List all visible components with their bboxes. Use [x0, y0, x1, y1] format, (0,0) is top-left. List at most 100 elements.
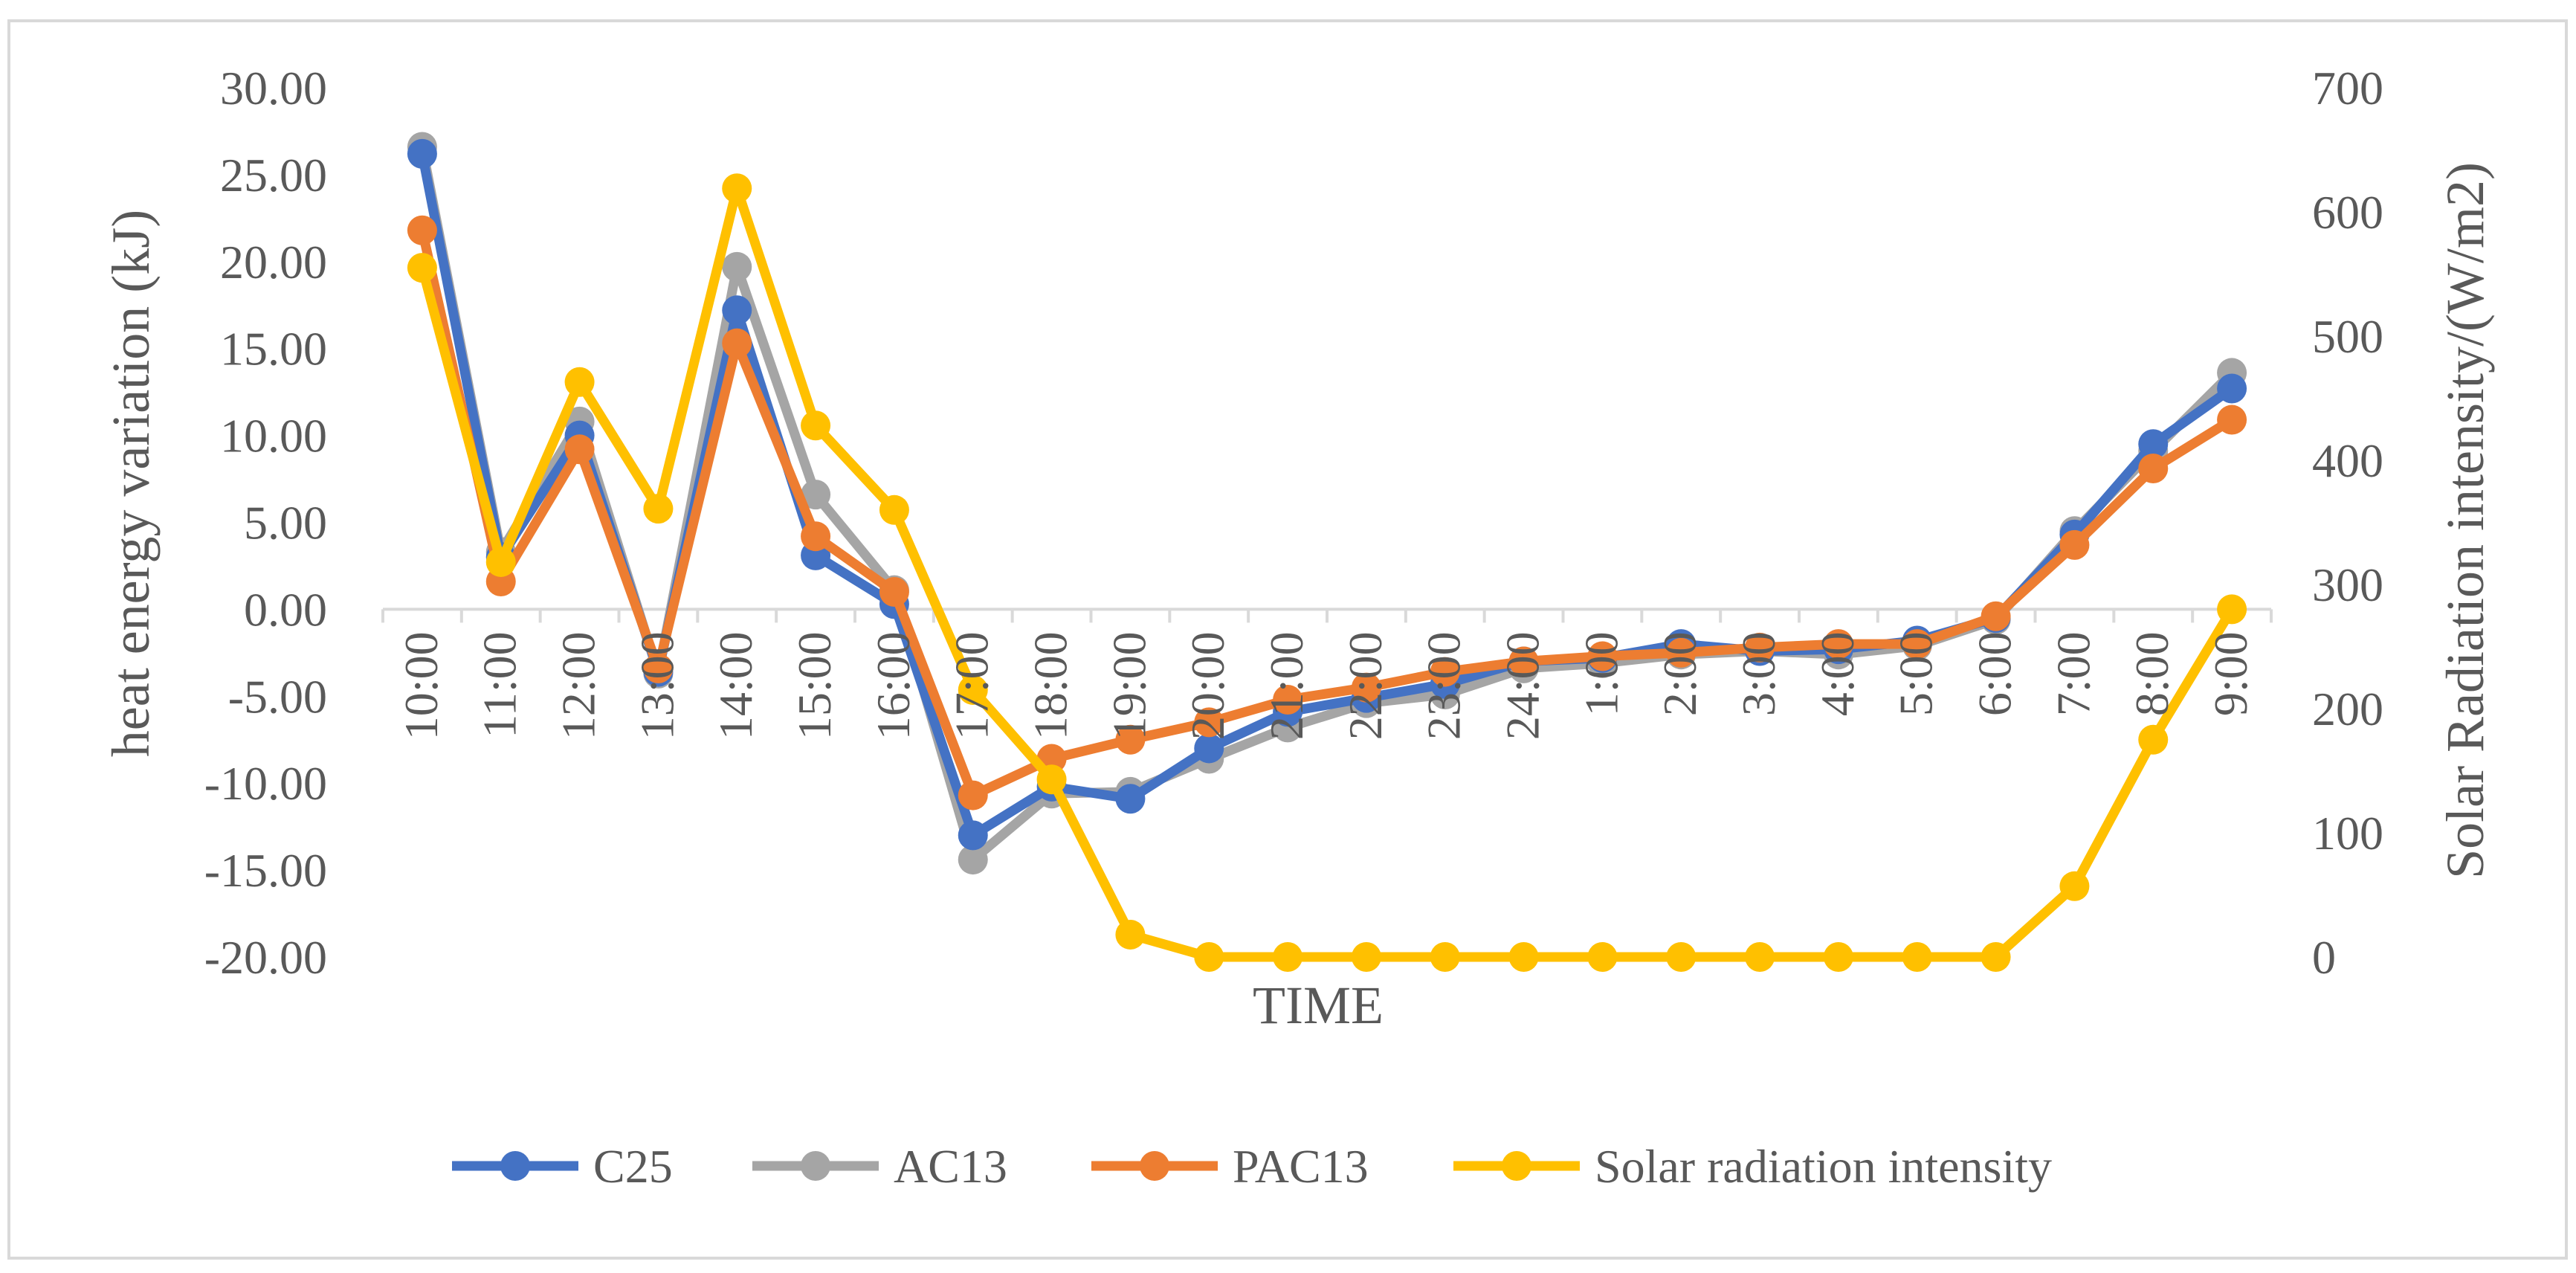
data-point-pac13 [407, 215, 437, 245]
data-point-ac13 [722, 251, 752, 282]
x-tick-label: 5:00 [1890, 631, 1943, 716]
data-point-solar-radiation-intensity [1194, 942, 1224, 972]
data-point-pac13 [1902, 629, 1932, 660]
legend-label: AC13 [894, 1140, 1007, 1193]
y-tick-label: 30.00 [220, 62, 327, 115]
data-point-solar-radiation-intensity [1430, 942, 1460, 972]
legend-item-pac13: PAC13 [1091, 1140, 1369, 1193]
data-point-solar-radiation-intensity [1745, 942, 1775, 972]
y2-tick-label: 300 [2312, 558, 2383, 611]
data-point-pac13 [1273, 684, 1303, 715]
y-tick-label: 0.00 [244, 583, 327, 636]
y-tick-label: -10.00 [204, 757, 327, 810]
y2-tick-label: 100 [2312, 807, 2383, 860]
x-tick-label: 12:00 [552, 631, 605, 740]
data-point-c25 [1194, 733, 1224, 764]
data-point-pac13 [2217, 405, 2247, 435]
data-point-solar-radiation-intensity [722, 173, 752, 204]
x-tick-label: 19:00 [1103, 631, 1155, 740]
data-point-pac13 [1508, 646, 1539, 677]
x-tick-labels: 10:00 11:00 12:00 13:00 14:00 15:00 16:00 17:00… [395, 631, 2257, 740]
data-point-pac13 [801, 521, 831, 552]
y-tick-label: -20.00 [204, 931, 327, 984]
data-point-solar-radiation-intensity [643, 494, 674, 524]
series-solar-radiation-intensity [407, 173, 2247, 972]
data-point-solar-radiation-intensity [564, 367, 595, 397]
legend-label: Solar radiation intensity [1595, 1140, 2052, 1193]
data-point-c25 [722, 295, 752, 326]
data-point-pac13 [2059, 529, 2090, 560]
data-point-solar-radiation-intensity [801, 410, 831, 441]
data-point-pac13 [879, 577, 909, 608]
y2-tick-label: 200 [2312, 683, 2383, 735]
y2-tick-label: 0 [2312, 931, 2336, 984]
x-axis-title: TIME [1253, 976, 1384, 1035]
x-tick-label: 24:00 [1497, 631, 1549, 740]
data-point-pac13 [1587, 641, 1618, 671]
y2-axis-title: Solar Radiation intensity/(W/m2) [2435, 162, 2495, 879]
data-point-solar-radiation-intensity [958, 674, 988, 705]
y2-tick-label: 600 [2312, 186, 2383, 239]
y-tick-label: 5.00 [244, 497, 327, 550]
series-pac13 [407, 215, 2247, 810]
y-tick-label: 25.00 [220, 149, 327, 202]
data-point-solar-radiation-intensity [1823, 942, 1853, 972]
y-tick-label: -5.00 [228, 670, 327, 723]
data-point-pac13 [1745, 632, 1775, 663]
y-tick-label: 10.00 [220, 410, 327, 463]
series-layer [407, 132, 2247, 972]
x-tick-label: 21:00 [1260, 631, 1313, 740]
data-point-pac13 [1115, 724, 1146, 755]
legend-marker [1502, 1151, 1531, 1181]
data-point-solar-radiation-intensity [1666, 942, 1697, 972]
data-point-pac13 [564, 434, 595, 465]
data-point-solar-radiation-intensity [1036, 764, 1067, 795]
x-tick-label: 8:00 [2125, 631, 2178, 716]
legend-item-c25: C25 [452, 1140, 673, 1193]
data-point-solar-radiation-intensity [485, 547, 516, 577]
legend: C25 AC13 PAC13 Solar radiation intensity [452, 1140, 2052, 1193]
x-tick-label: 20:00 [1181, 631, 1234, 740]
data-point-pac13 [2138, 454, 2169, 484]
y-tick-label: 15.00 [220, 323, 327, 376]
y2-tick-label: 400 [2312, 434, 2383, 487]
x-tick-label: 9:00 [2204, 631, 2257, 716]
y-tick-label: 20.00 [220, 236, 327, 289]
x-tick-label: 3:00 [1732, 631, 1785, 716]
legend-item-solar-radiation-intensity: Solar radiation intensity [1453, 1140, 2052, 1193]
data-point-ac13 [958, 845, 988, 875]
x-tick-label: 22:00 [1339, 631, 1392, 740]
data-point-solar-radiation-intensity [1587, 942, 1618, 972]
data-point-c25 [2217, 373, 2247, 404]
x-tick-label: 18:00 [1024, 631, 1077, 740]
data-point-solar-radiation-intensity [1508, 942, 1539, 972]
y2-tick-label: 700 [2312, 62, 2383, 115]
legend-item-ac13: AC13 [752, 1140, 1007, 1193]
legend-marker [1140, 1151, 1169, 1181]
data-point-solar-radiation-intensity [1273, 942, 1303, 972]
x-tick-label: 16:00 [867, 631, 920, 740]
x-tick-label: 6:00 [1969, 631, 2021, 716]
data-point-pac13 [643, 653, 674, 683]
data-point-pac13 [1351, 672, 1381, 703]
y-tick-label: -15.00 [204, 844, 327, 897]
data-point-c25 [407, 138, 437, 169]
data-point-c25 [958, 820, 988, 851]
data-point-ac13 [801, 480, 831, 510]
data-point-c25 [2138, 429, 2169, 460]
x-tick-label: 14:00 [709, 631, 762, 740]
x-tick-label: 7:00 [2047, 631, 2099, 716]
data-point-solar-radiation-intensity [1351, 942, 1381, 972]
data-point-pac13 [1823, 629, 1853, 660]
legend-label: C25 [593, 1140, 673, 1193]
data-point-solar-radiation-intensity [1981, 942, 2011, 972]
legend-label: PAC13 [1233, 1140, 1369, 1193]
x-tick-label: 23:00 [1418, 631, 1471, 740]
x-tick-label: 1:00 [1575, 631, 1627, 716]
data-point-pac13 [1666, 637, 1697, 668]
legend-marker [801, 1151, 830, 1181]
data-point-pac13 [1981, 601, 2011, 631]
data-point-solar-radiation-intensity [2217, 594, 2247, 625]
